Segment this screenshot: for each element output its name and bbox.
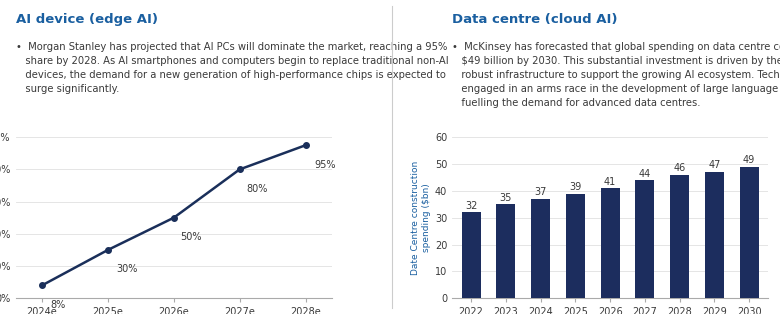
Bar	[566, 193, 585, 298]
Bar	[496, 204, 516, 298]
Bar	[670, 175, 690, 298]
Text: 49: 49	[743, 155, 755, 165]
Text: •  McKinsey has forecasted that global spending on data centre construction will: • McKinsey has forecasted that global sp…	[452, 42, 780, 108]
Y-axis label: Date Centre construction
spending ($bn): Date Centre construction spending ($bn)	[411, 161, 431, 275]
Text: 44: 44	[639, 169, 651, 179]
Text: 8%: 8%	[51, 300, 66, 310]
Text: 37: 37	[534, 187, 547, 197]
Text: 41: 41	[604, 176, 616, 187]
Bar	[636, 180, 654, 298]
Bar	[462, 212, 480, 298]
Text: 35: 35	[500, 193, 512, 203]
Text: 46: 46	[674, 163, 686, 173]
Text: 50%: 50%	[180, 232, 202, 242]
Bar	[531, 199, 550, 298]
Text: 80%: 80%	[246, 184, 268, 194]
Text: 95%: 95%	[314, 160, 335, 170]
Bar	[739, 167, 759, 298]
Bar	[601, 188, 620, 298]
Text: •  Morgan Stanley has projected that AI PCs will dominate the market, reaching a: • Morgan Stanley has projected that AI P…	[16, 42, 448, 94]
Text: 30%: 30%	[116, 264, 138, 274]
Text: 47: 47	[708, 160, 721, 171]
Text: 39: 39	[569, 182, 582, 192]
Text: 32: 32	[465, 201, 477, 211]
Bar	[705, 172, 724, 298]
Text: AI device (edge AI): AI device (edge AI)	[16, 13, 158, 26]
Text: Data centre (cloud AI): Data centre (cloud AI)	[452, 13, 618, 26]
